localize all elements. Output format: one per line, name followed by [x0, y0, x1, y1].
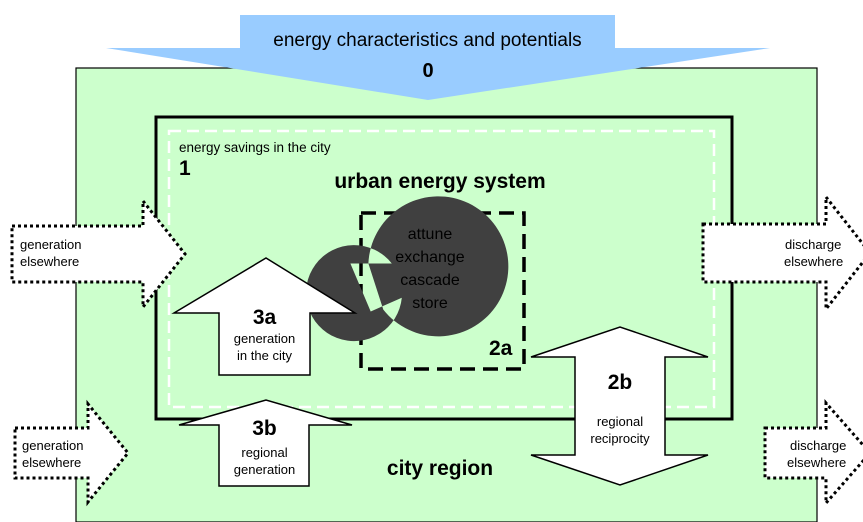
arrow-3a-line-1: generation	[233, 331, 296, 346]
inflow-upper-line-2: elsewhere	[20, 254, 80, 269]
cycle-arrow	[306, 196, 509, 342]
savings-number: 1	[179, 157, 191, 180]
arrow-2b-number: 2b	[607, 371, 633, 394]
arrow-3b-number: 3b	[252, 417, 277, 440]
core-line-attune: attune	[407, 226, 453, 243]
inflow-arrow-upper	[10, 196, 187, 312]
top-arrow-number: 0	[422, 60, 434, 82]
arrow-2b-line-1: regional	[596, 414, 644, 429]
core-line-store: store	[412, 295, 448, 312]
core-number: 2a	[489, 337, 513, 360]
arrow-3a	[171, 257, 358, 376]
core-line-cascade: cascade	[400, 272, 460, 289]
savings-label: energy savings in the city	[179, 140, 331, 155]
inflow-arrow-lower	[13, 399, 130, 507]
outflow-upper-line-2: elsewhere	[784, 254, 844, 269]
inflow-upper-line-1: generation	[20, 237, 82, 252]
arrow-3a-number: 3a	[252, 306, 277, 329]
top-arrow-label: energy characteristics and potentials	[273, 30, 582, 51]
core-line-exchange: exchange	[395, 249, 465, 266]
inflow-lower-line-1: generation	[22, 438, 84, 453]
urban-system-title: urban energy system	[334, 170, 546, 193]
arrow-3b	[178, 399, 353, 487]
city-region-title: city region	[386, 457, 494, 480]
inflow-lower-line-2: elsewhere	[22, 455, 82, 470]
arrow-3a-line-2: in the city	[237, 348, 292, 363]
arrow-2b-line-2: reciprocity	[590, 431, 650, 446]
outflow-arrow-upper	[701, 192, 863, 314]
outflow-lower-line-1: discharge	[790, 438, 847, 453]
outflow-upper-line-1: discharge	[785, 237, 842, 252]
outflow-lower-line-2: elsewhere	[787, 455, 847, 470]
arrow-3b-line-1: regional	[241, 445, 288, 460]
arrow-3b-line-2: generation	[233, 462, 296, 477]
arrow-2b	[530, 326, 709, 486]
outflow-arrow-lower	[763, 399, 863, 507]
top-arrow	[106, 15, 770, 100]
